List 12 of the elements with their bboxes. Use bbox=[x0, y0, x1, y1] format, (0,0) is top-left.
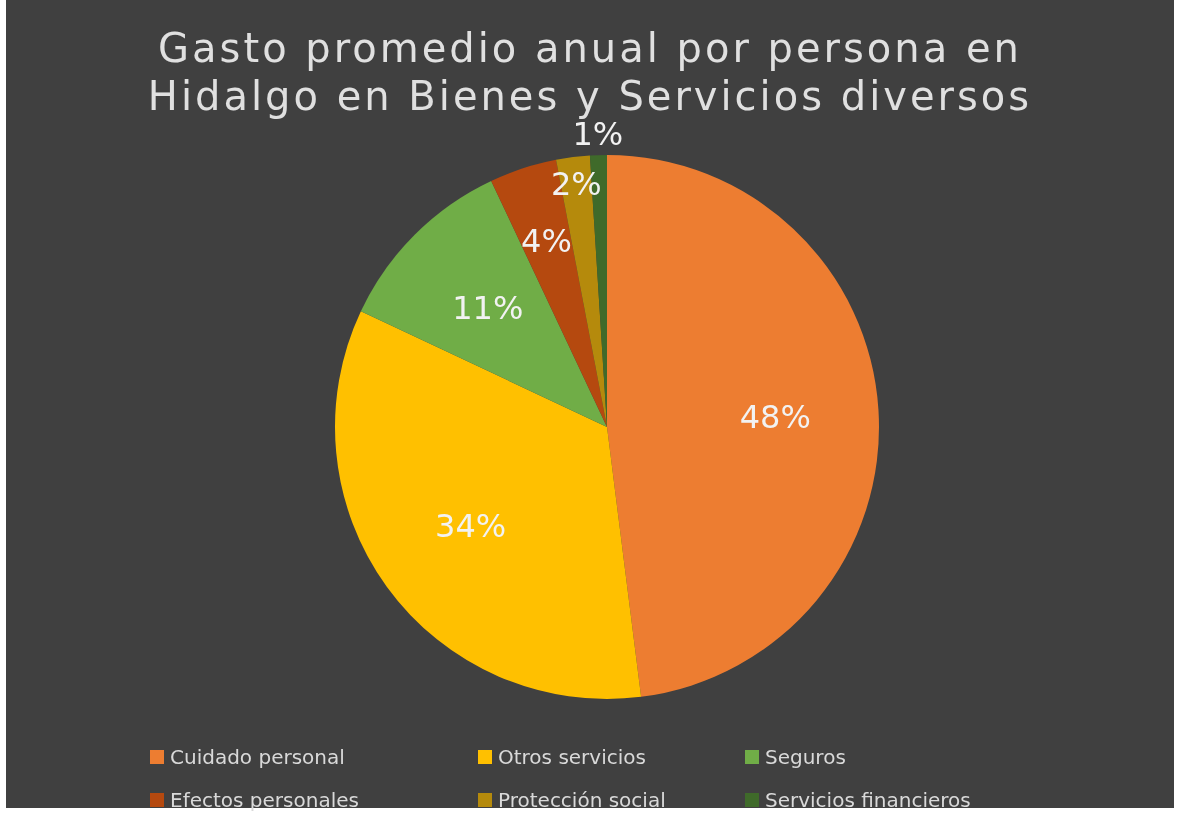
data-label: 48% bbox=[739, 397, 811, 436]
pie-slice bbox=[607, 155, 879, 697]
legend-label: Seguros bbox=[765, 745, 846, 769]
data-label: 11% bbox=[452, 288, 524, 327]
data-label: 2% bbox=[550, 165, 602, 204]
legend-label: Servicios financieros bbox=[765, 788, 971, 812]
data-label: 34% bbox=[435, 507, 507, 546]
legend-label: Efectos personales bbox=[170, 788, 359, 812]
legend-label: Otros servicios bbox=[498, 745, 646, 769]
data-label: 4% bbox=[521, 221, 572, 260]
legend-label: Cuidado personal bbox=[170, 745, 345, 769]
legend-label: Protección social bbox=[498, 788, 666, 812]
